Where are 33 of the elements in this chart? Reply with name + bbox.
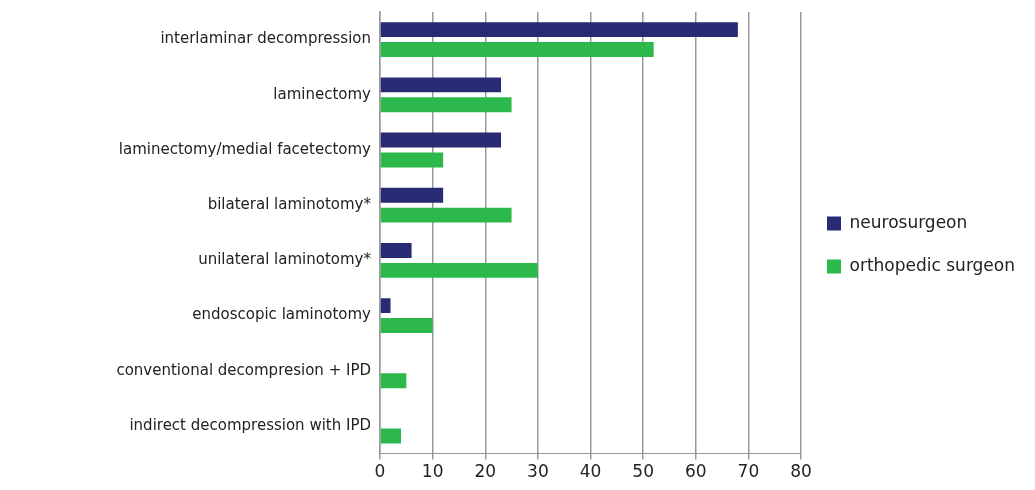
bar <box>380 22 738 38</box>
x-tick-label: 30 <box>527 461 549 482</box>
x-tick-label: 10 <box>421 461 444 482</box>
bar <box>380 77 502 93</box>
bar <box>380 373 407 389</box>
x-tick-label: 20 <box>474 461 497 482</box>
bar <box>380 243 412 258</box>
bar <box>380 97 512 113</box>
x-tick-label: 0 <box>374 461 386 482</box>
y-tick-label: conventional decompresion + IPD <box>116 360 371 379</box>
y-tick-label: interlaminar decompression <box>160 29 371 48</box>
bar <box>380 207 512 223</box>
bar <box>380 262 538 278</box>
legend-label: orthopedic surgeon <box>849 254 1016 275</box>
bar <box>380 187 444 203</box>
bar <box>380 42 654 57</box>
bar <box>380 152 444 168</box>
y-tick-label: endoscopic laminotomy <box>192 305 372 324</box>
x-tick-label: 40 <box>579 461 602 482</box>
y-tick-label: indirect decompression with IPD <box>129 415 371 434</box>
bar <box>380 298 391 314</box>
x-tick-label: 50 <box>632 461 654 482</box>
bar <box>380 132 502 148</box>
y-tick-label: bilateral laminotomy* <box>207 195 372 214</box>
y-tick-label: laminectomy <box>273 84 372 103</box>
legend-label: neurosurgeon <box>849 211 968 232</box>
x-tick-label: 70 <box>737 461 760 482</box>
y-tick-label: unilateral laminotomy* <box>198 250 372 269</box>
bar <box>380 318 433 333</box>
bar <box>380 428 402 444</box>
x-tick-label: 80 <box>790 461 812 482</box>
y-tick-label: laminectomy/medial facetectomy <box>118 139 372 158</box>
x-tick-label: 60 <box>684 461 707 482</box>
